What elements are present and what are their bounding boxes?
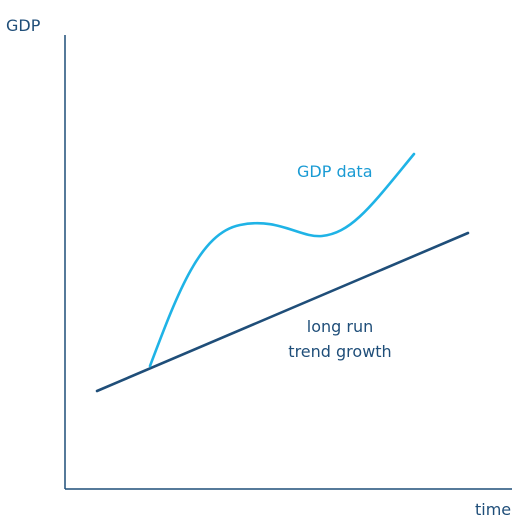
x-axis-label: time: [475, 500, 512, 519]
trend-growth-label: long run trend growth: [270, 314, 410, 364]
gdp-data-label: GDP data: [297, 162, 373, 181]
y-axis-label: GDP: [6, 16, 41, 35]
trend-label-line-1: long run: [306, 317, 374, 336]
gdp-data-curve: [148, 152, 416, 368]
trend-line: [95, 231, 470, 393]
trend-label-line-2: trend growth: [288, 342, 392, 361]
